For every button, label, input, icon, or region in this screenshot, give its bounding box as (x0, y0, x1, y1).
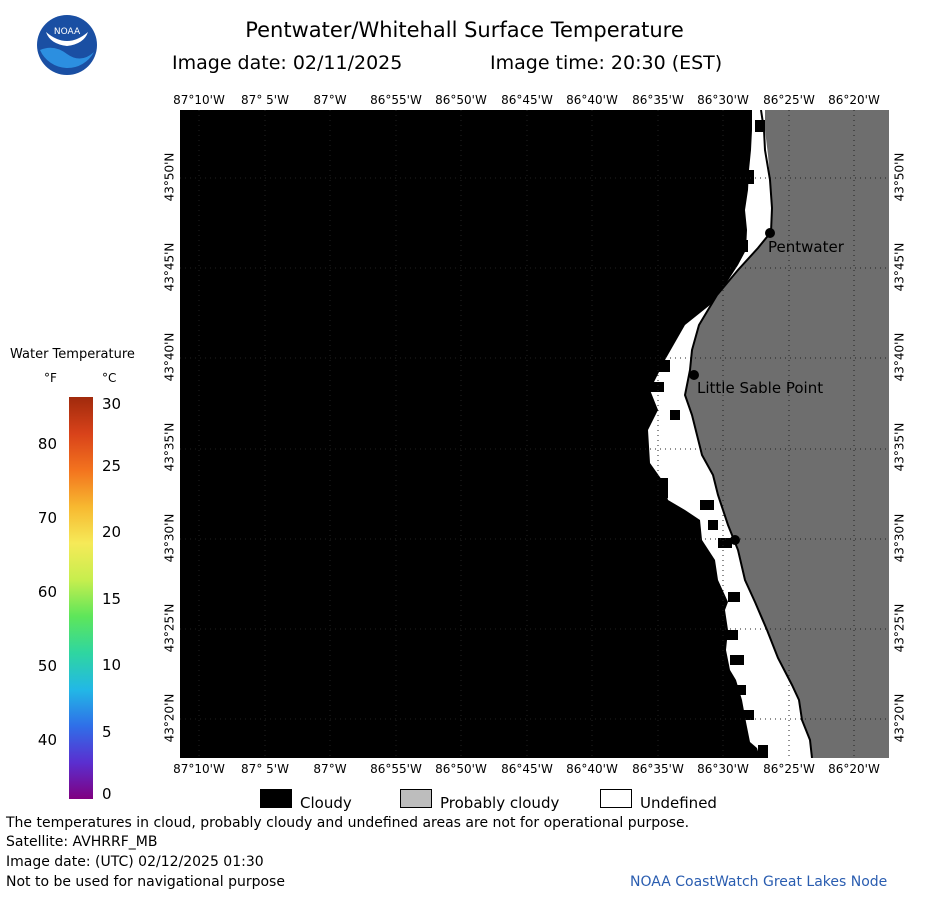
whitehall-marker (730, 535, 740, 545)
unit-c: °C (102, 371, 117, 385)
f-tick: 80 (37, 435, 57, 453)
logo-text: NOAA (54, 27, 81, 37)
shoreline (683, 110, 813, 758)
lat-label: 43°40'N (162, 332, 177, 382)
lat-label: 43°50'N (892, 152, 907, 202)
lon-label: 86°30'W (697, 762, 749, 776)
utc-date-text: Image date: (UTC) 02/12/2025 01:30 (6, 854, 264, 870)
legend-swatch-probably-cloudy (400, 789, 432, 808)
lat-label: 43°20'N (162, 693, 177, 743)
lat-label: 43°20'N (892, 693, 907, 743)
lon-label: 86°45'W (501, 93, 553, 107)
lat-label: 43°30'N (892, 513, 907, 563)
image-date: Image date: 02/11/2025 (172, 52, 403, 74)
little-sable-point-marker (689, 370, 699, 380)
lon-label: 86°40'W (566, 93, 618, 107)
c-tick: 20 (102, 523, 122, 541)
f-tick: 40 (37, 731, 57, 749)
lat-label: 43°45'N (162, 242, 177, 292)
lon-label: 86°25'W (763, 93, 815, 107)
c-tick: 10 (102, 656, 122, 674)
legend-label-probably-cloudy: Probably cloudy (440, 794, 560, 812)
lat-label: 43°35'N (892, 422, 907, 472)
satellite-text: Satellite: AVHRRF_MB (6, 834, 158, 850)
lat-label: 43°50'N (162, 152, 177, 202)
place-label-little-sable-point: Little Sable Point (697, 379, 824, 397)
legend-swatch-cloudy (260, 789, 292, 808)
image-time: Image time: 20:30 (EST) (490, 52, 723, 74)
lat-label: 43°35'N (162, 422, 177, 472)
f-tick: 60 (37, 583, 57, 601)
c-tick: 30 (102, 395, 122, 413)
colorbar-title: Water Temperature (10, 347, 135, 362)
legend-label-cloudy: Cloudy (300, 794, 352, 812)
cloud-edge (648, 170, 768, 758)
graticule (180, 110, 889, 758)
surface-temperature-map (180, 110, 889, 758)
lat-label: 43°25'N (892, 603, 907, 653)
disclaimer-text: The temperatures in cloud, probably clou… (6, 815, 690, 831)
lon-label: 87°10'W (173, 762, 225, 776)
lon-label: 86°55'W (370, 93, 422, 107)
lat-label: 43°45'N (892, 242, 907, 292)
credit-link[interactable]: NOAA CoastWatch Great Lakes Node (630, 874, 888, 890)
lon-label: 86°25'W (763, 762, 815, 776)
legend-label-undefined: Undefined (640, 794, 717, 812)
temperature-colorbar (69, 397, 93, 799)
north-marker (755, 120, 765, 132)
lon-label: 86°20'W (828, 762, 880, 776)
lat-label: 43°25'N (162, 603, 177, 653)
c-tick: 0 (102, 785, 112, 803)
lon-label: 86°50'W (435, 93, 487, 107)
lon-label: 86°20'W (828, 93, 880, 107)
lon-label: 87°W (313, 93, 347, 107)
lon-label: 86°35'W (632, 762, 684, 776)
lon-label: 87° 5'W (241, 762, 289, 776)
nav-warning-text: Not to be used for navigational purpose (6, 874, 285, 890)
lon-label: 86°40'W (566, 762, 618, 776)
pentwater-marker (765, 228, 775, 238)
lon-label: 87° 5'W (241, 93, 289, 107)
lon-label: 86°30'W (697, 93, 749, 107)
lon-label: 86°50'W (435, 762, 487, 776)
lon-label: 87°10'W (173, 93, 225, 107)
lon-label: 86°45'W (501, 762, 553, 776)
lon-label: 87°W (313, 762, 347, 776)
f-tick: 70 (37, 509, 57, 527)
c-tick: 25 (102, 457, 122, 475)
c-tick: 5 (102, 723, 112, 741)
land-area (685, 110, 889, 758)
lon-label: 86°55'W (370, 762, 422, 776)
c-tick: 15 (102, 590, 122, 608)
place-label-pentwater: Pentwater (768, 238, 844, 256)
lat-label: 43°30'N (162, 513, 177, 563)
unit-f: °F (44, 371, 57, 385)
legend-swatch-undefined (600, 789, 632, 808)
page-title: Pentwater/Whitehall Surface Temperature (245, 18, 684, 42)
lat-label: 43°40'N (892, 332, 907, 382)
lon-label: 86°35'W (632, 93, 684, 107)
f-tick: 50 (37, 657, 57, 675)
noaa-logo-icon: NOAA (37, 15, 97, 75)
